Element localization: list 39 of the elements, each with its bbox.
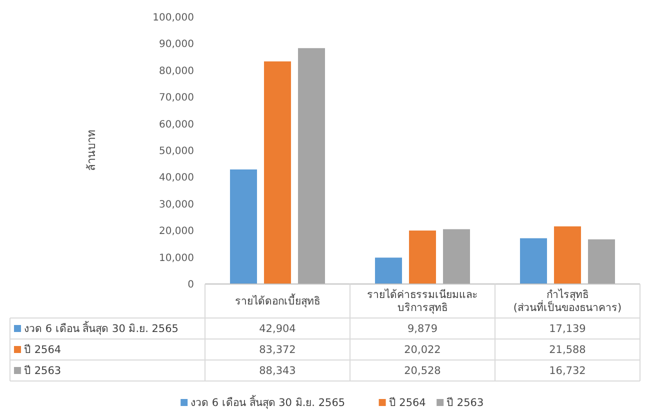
y-tick-label: 20,000	[159, 226, 194, 238]
bar	[554, 226, 581, 284]
y-tick-label: 100,000	[152, 12, 194, 24]
bar	[375, 258, 402, 284]
y-tick-label: 0	[188, 280, 194, 290]
data-label: 21,588	[549, 344, 586, 356]
text: ปี 2563	[24, 365, 62, 378]
data-label: 20,528	[404, 365, 441, 378]
y-tick-label: 50,000	[159, 146, 194, 157]
legend-label: ปี 2563	[446, 396, 484, 410]
data-label: 17,139	[549, 323, 586, 336]
data-label: 88,343	[259, 365, 296, 378]
y-tick-label: 70,000	[159, 92, 194, 104]
y-tick-label: 80,000	[159, 66, 194, 77]
bar	[588, 239, 615, 284]
x-tick-label: รายได้ดอกเบี้ยสุทธิ	[235, 294, 320, 308]
bar	[443, 229, 470, 284]
legend-label: งวด 6 เดือน สิ้นสุด 30 มิ.ย. 2565	[24, 321, 178, 336]
bar	[409, 230, 436, 284]
y-tick-label: 10,000	[159, 252, 194, 264]
text: ปี 2564	[24, 344, 62, 356]
data-label: 16,732	[549, 365, 586, 378]
bar	[230, 169, 257, 284]
y-tick-label: 90,000	[159, 39, 194, 50]
y-tick-label: 30,000	[159, 199, 194, 210]
legend-label: ปี 2564	[388, 396, 426, 410]
y-tick-label: 40,000	[159, 172, 194, 184]
data-label: 9,879	[407, 323, 438, 336]
x-tick-label: รายได้ค่าธรรมเนียมและ บริการสุทธิ	[367, 288, 478, 314]
text: งวด 6 เดือน สิ้นสุด 30 มิ.ย. 2565	[190, 397, 346, 410]
x-tick-label: กำไรสุทธิ (ส่วนที่เป็นของธนาคาร)	[513, 288, 622, 314]
data-label: 83,372	[259, 344, 296, 356]
bar	[298, 48, 325, 284]
data-label: 20,022	[404, 344, 441, 356]
y-axis-title: ล้านบาท	[85, 130, 98, 171]
bar	[264, 61, 291, 284]
data-label: 42,904	[259, 323, 296, 336]
y-tick-label: 60,000	[159, 119, 194, 130]
bar	[520, 238, 547, 284]
